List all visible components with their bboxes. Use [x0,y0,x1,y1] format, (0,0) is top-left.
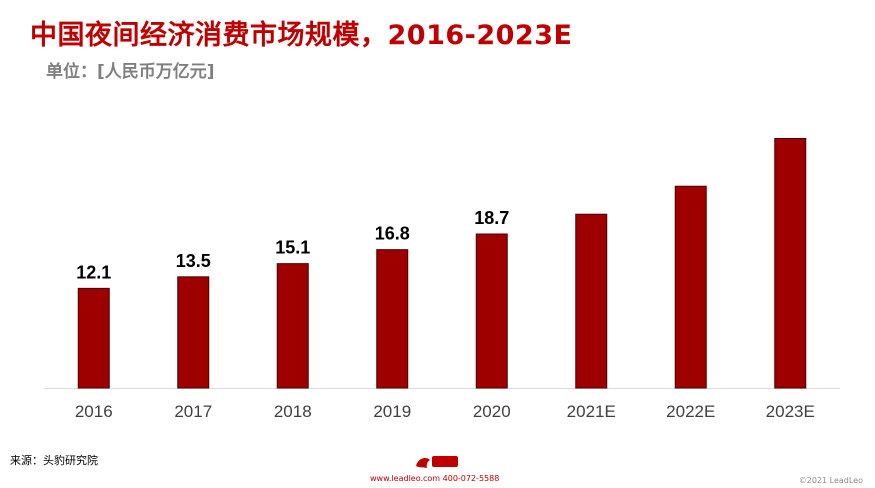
bar-2018 [276,263,309,389]
x-tick-labels-group: 2016 2017 2018 2019 2020 2021E 2022E 2023E [75,402,815,421]
data-label-2017: 13.5 [176,251,211,271]
x-tick-label-2022E: 2022E [666,402,715,421]
bar-2022E [674,185,707,389]
bar-2019 [376,249,409,389]
x-tick-label-2019: 2019 [373,402,411,421]
x-tick-label-2023E: 2023E [766,402,815,421]
unit-label: 单位：[人民币万亿元] [46,62,215,82]
data-label-2020: 18.7 [474,208,509,228]
bars-group [77,137,807,389]
leadleo-logo-icon [416,456,458,468]
x-tick-label-2021E: 2021E [567,402,616,421]
data-label-2016: 12.1 [76,262,111,282]
source-note: 来源：头豹研究院 [10,454,98,467]
x-tick-label-2016: 2016 [75,402,113,421]
bar-2021E [575,213,608,389]
data-label-2019: 16.8 [375,224,410,244]
footer-contact: www.leadleo.com 400-072-5588 [370,474,500,483]
data-labels-group: 12.1 13.5 15.1 16.8 18.7 [76,208,509,282]
data-label-2018: 15.1 [275,238,310,258]
x-tick-label-2017: 2017 [174,402,212,421]
copyright-text: ©2021 LeadLeo [798,476,863,485]
bar-2017 [177,276,210,389]
bar-2016 [77,287,110,389]
bar-2020 [475,233,508,389]
x-tick-label-2018: 2018 [274,402,312,421]
page-title: 中国夜间经济消费市场规模，2016-2023E [30,20,573,51]
bar-2023E [774,137,807,389]
x-tick-label-2020: 2020 [473,402,511,421]
